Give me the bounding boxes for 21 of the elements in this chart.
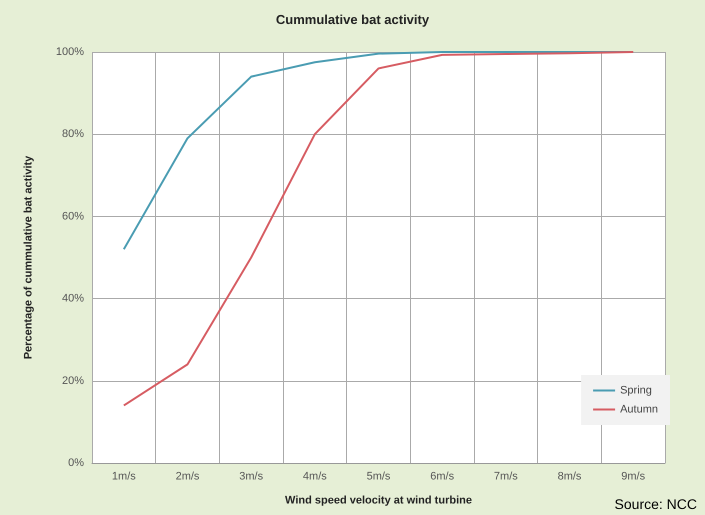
x-tick-label: 5m/s bbox=[366, 470, 391, 482]
x-tick-label: 2m/s bbox=[176, 470, 200, 482]
y-tick-label: 0% bbox=[68, 457, 84, 469]
source-note: Source: NCC bbox=[614, 496, 697, 512]
x-tick-label: 6m/s bbox=[430, 470, 455, 482]
chart-title: Cummulative bat activity bbox=[276, 12, 430, 27]
y-tick-label: 100% bbox=[56, 46, 84, 58]
y-tick-label: 40% bbox=[62, 292, 84, 305]
x-tick-label: 7m/s bbox=[494, 470, 518, 482]
y-tick-label: 60% bbox=[62, 210, 84, 222]
x-axis-title: Wind speed velocity at wind turbine bbox=[285, 494, 472, 506]
x-tick-label: 8m/s bbox=[558, 470, 582, 482]
x-tick-label: 9m/s bbox=[621, 470, 646, 482]
y-tick-label: 80% bbox=[62, 128, 84, 140]
legend-label: Spring bbox=[620, 384, 652, 396]
y-axis-title: Percentage of cummulative bat activity bbox=[22, 154, 34, 360]
legend-label: Autumn bbox=[620, 404, 658, 416]
x-tick-label: 1m/s bbox=[112, 470, 136, 482]
y-tick-label: 20% bbox=[62, 374, 84, 387]
x-tick-label: 4m/s bbox=[302, 470, 328, 482]
x-tick-label: 3m/s bbox=[239, 470, 264, 482]
